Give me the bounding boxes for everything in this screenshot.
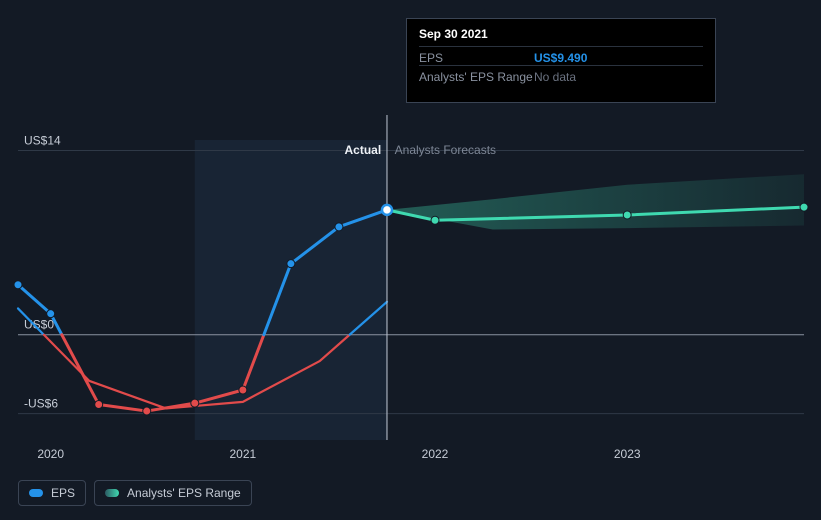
eps-chart: US$14US$0-US$62020202120222023ActualAnal… [0,0,821,520]
legend-label: EPS [51,486,75,500]
legend: EPS Analysts' EPS Range [18,480,252,506]
tooltip-row-value: US$9.490 [534,51,587,65]
svg-text:Actual: Actual [345,143,382,157]
svg-text:-US$6: -US$6 [24,397,58,411]
legend-item-eps-range[interactable]: Analysts' EPS Range [94,480,252,506]
tooltip-row-label: EPS [419,51,534,65]
legend-item-eps[interactable]: EPS [18,480,86,506]
tooltip-row: Analysts' EPS Range No data [419,65,703,84]
tooltip-title: Sep 30 2021 [419,27,703,41]
svg-text:Analysts Forecasts: Analysts Forecasts [395,143,496,157]
svg-text:2021: 2021 [229,447,256,461]
svg-text:2020: 2020 [37,447,64,461]
legend-swatch-icon [105,489,119,497]
tooltip-row-label: Analysts' EPS Range [419,70,534,84]
legend-swatch-icon [29,489,43,497]
svg-text:2022: 2022 [422,447,449,461]
legend-label: Analysts' EPS Range [127,486,241,500]
svg-text:US$14: US$14 [24,134,61,148]
svg-text:2023: 2023 [614,447,641,461]
tooltip-row: EPS US$9.490 [419,46,703,65]
hover-tooltip: Sep 30 2021 EPS US$9.490 Analysts' EPS R… [406,18,716,103]
tooltip-row-value: No data [534,70,576,84]
